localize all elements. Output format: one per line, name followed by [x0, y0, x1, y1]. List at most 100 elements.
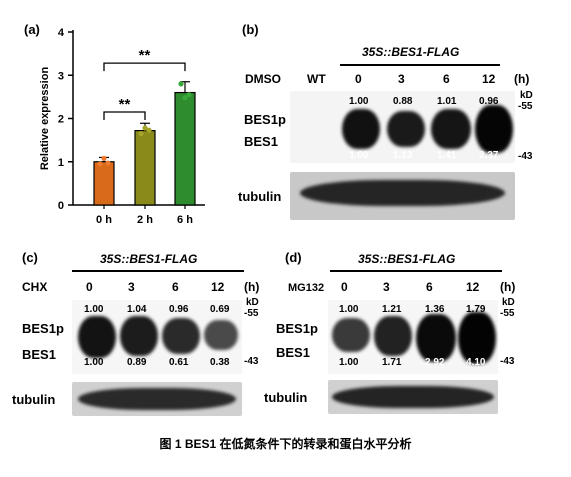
panel-b-label-bes1p: BES1p	[244, 112, 286, 127]
panel-c-band-0	[78, 316, 116, 358]
panel-d-bes1p-val-6: 1.36	[425, 304, 445, 315]
panel-b-lane-3: 3	[398, 72, 405, 86]
panel-d-label-bes1: BES1	[276, 345, 310, 360]
panel-d-construct: 35S::BES1-FLAG	[358, 252, 456, 266]
panel-d-bes1-val-3: 1.71	[382, 357, 402, 368]
data-point	[142, 125, 148, 131]
panel-b-band-12	[475, 105, 513, 153]
panel-c-lane-12: 12	[211, 280, 225, 294]
panel-d-lane-0: 0	[341, 280, 348, 294]
bar	[93, 161, 115, 206]
panel-b-tubulin-blot	[290, 172, 515, 220]
panel-c-label-tubulin: tubulin	[12, 392, 56, 407]
panel-d-kd: kD	[502, 297, 515, 308]
panel-d-lane-12: 12	[466, 280, 480, 294]
panel-d-label-bes1p: BES1p	[276, 321, 318, 336]
panel-b-lane-12: 12	[482, 72, 496, 86]
x-tick-label: 0 h	[96, 214, 112, 226]
data-point	[178, 81, 184, 87]
y-tick-label: 2	[58, 114, 64, 126]
panel-b-kd: kD	[520, 90, 533, 101]
panel-b-band-0	[342, 109, 380, 149]
panel-c-bes1-val-12: 0.38	[210, 357, 230, 368]
panel-b-bes1-val-12: 2.37	[479, 150, 499, 161]
y-axis-label: Relative expression	[39, 67, 51, 171]
panel-c-bes1p-val-3: 1.04	[127, 304, 147, 315]
panel-c-lane-3: 3	[128, 280, 135, 294]
panel-b-construct: 35S::BES1-FLAG	[362, 45, 460, 59]
panel-b-treatment: DMSO	[245, 72, 281, 86]
panel-d-construct-line	[330, 270, 502, 272]
panel-d-letter: (d)	[285, 250, 302, 265]
panel-c-kd: kD	[246, 297, 259, 308]
panel-b-letter: (b)	[242, 22, 259, 37]
panel-a-letter: (a)	[24, 22, 40, 37]
data-point	[97, 161, 103, 167]
panel-b-lane-6: 6	[443, 72, 450, 86]
panel-c-bes1-val-6: 0.61	[169, 357, 189, 368]
panel-d-tubulin-band	[332, 386, 494, 408]
panel-d-unit: (h)	[500, 280, 516, 294]
panel-b-label-bes1: BES1	[244, 134, 278, 149]
panel-c-marker-43: -43	[244, 356, 259, 367]
panel-d-tubulin-blot	[328, 380, 498, 414]
panel-c-band-3	[120, 316, 158, 356]
panel-c-band-6	[162, 318, 200, 354]
panel-b-bes1p-val-0: 1.00	[349, 96, 369, 107]
panel-c-lane-6: 6	[172, 280, 179, 294]
panel-b-construct-line	[340, 64, 500, 66]
panel-b-lane-wt: WT	[307, 72, 326, 86]
figure-caption: 图 1 BES1 在低氮条件下的转录和蛋白水平分析	[159, 437, 412, 451]
panel-d-marker-43: -43	[500, 356, 515, 367]
panel-c-lane-0: 0	[86, 280, 93, 294]
bar	[174, 91, 196, 206]
panel-c-bes1-val-0: 1.00	[84, 357, 104, 368]
panel-b-marker-43: -43	[518, 151, 533, 162]
x-tick-label: 2 h	[137, 214, 153, 226]
panel-c-bes1p-val-6: 0.96	[169, 304, 189, 315]
panel-b-tubulin-band	[300, 180, 505, 206]
panel-c-label-bes1p: BES1p	[22, 321, 64, 336]
panel-c-treatment: CHX	[22, 280, 48, 294]
panel-b-bes1-val-0: 1.00	[349, 150, 369, 161]
panel-c-flag-blot	[72, 300, 242, 374]
panel-c-bes1p-val-0: 1.00	[84, 304, 104, 315]
panel-d-marker-55: -55	[500, 308, 515, 319]
y-tick-label: 1	[58, 157, 64, 169]
panel-b-lane-0: 0	[355, 72, 362, 86]
data-point	[182, 95, 188, 101]
relative-expression-chart: 0 1 2 3 4 Relative expression 0 h 2 h 6 h ** **	[39, 27, 205, 226]
bar	[134, 130, 156, 206]
panel-d-treatment: MG132	[288, 282, 325, 294]
panel-d-lane-3: 3	[383, 280, 390, 294]
panel-c-unit: (h)	[244, 280, 260, 294]
significance-bracket	[103, 111, 146, 121]
panel-b-bes1-val-3: 1.13	[393, 150, 413, 161]
panel-d-band-6	[416, 314, 456, 362]
panel-d-band-0	[332, 318, 370, 352]
panel-b-bes1p-val-12: 0.96	[479, 96, 499, 107]
panel-b-label-tubulin: tubulin	[238, 189, 282, 204]
panel-d-bes1-val-0: 1.00	[339, 357, 359, 368]
x-tick-label: 6 h	[177, 214, 193, 226]
panel-b-bes1p-val-6: 1.01	[437, 96, 457, 107]
panel-d-flag-blot	[328, 300, 498, 374]
panel-b-flag-blot	[290, 91, 515, 163]
y-tick-label: 4	[58, 27, 65, 39]
significance-label: **	[119, 96, 131, 113]
panel-c-construct: 35S::BES1-FLAG	[100, 252, 198, 266]
significance-bracket	[103, 62, 186, 72]
panel-c-bes1-val-3: 0.89	[127, 357, 147, 368]
panel-c-marker-55: -55	[244, 308, 259, 319]
data-point	[138, 131, 144, 137]
panel-d-label-tubulin: tubulin	[264, 390, 308, 405]
panel-c-bes1p-val-12: 0.69	[210, 304, 230, 315]
panel-c-tubulin-blot	[72, 382, 242, 416]
panel-d-lane-6: 6	[426, 280, 433, 294]
panel-b-band-3	[387, 111, 425, 147]
panel-d-bes1p-val-12: 1.79	[466, 304, 486, 315]
panel-c-construct-line	[72, 270, 244, 272]
panel-c-band-12	[204, 320, 238, 350]
data-point	[101, 155, 107, 161]
significance-label: **	[139, 47, 151, 64]
